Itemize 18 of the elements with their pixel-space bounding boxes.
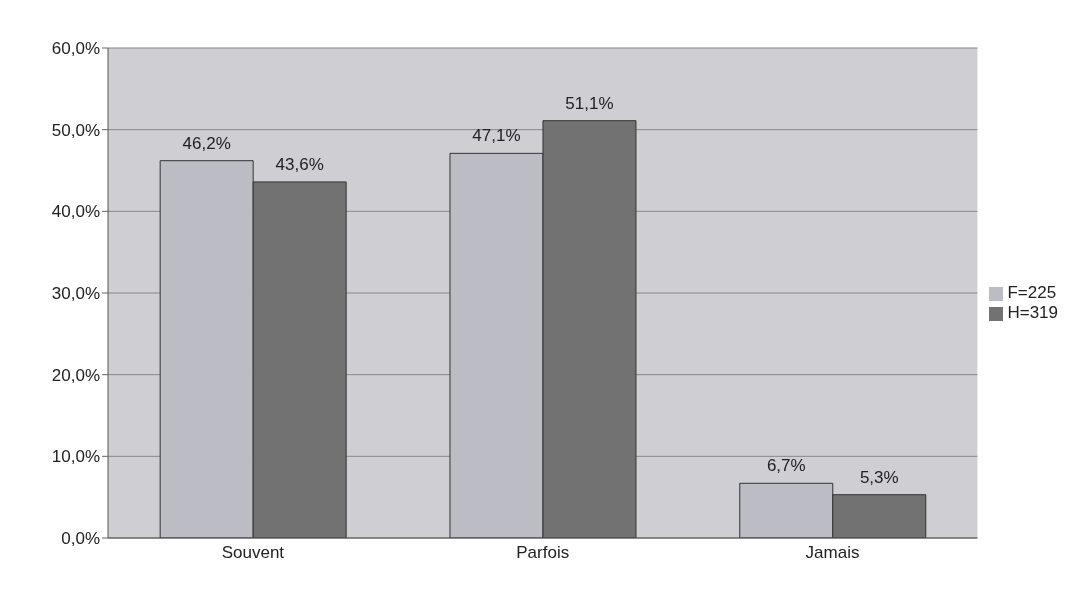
- y-tick-label: 30,0%: [51, 284, 100, 304]
- y-tick-label: 10,0%: [51, 447, 100, 467]
- data-label: 46,2%: [182, 133, 231, 153]
- data-label: 47,1%: [472, 126, 521, 146]
- data-label: 43,6%: [275, 154, 324, 174]
- y-tick-label: 40,0%: [51, 202, 100, 222]
- x-tick-label: Parfois: [516, 543, 570, 563]
- y-tick-label: 50,0%: [51, 120, 100, 140]
- data-label: 51,1%: [565, 93, 614, 113]
- x-tick-label: Jamais: [805, 543, 860, 563]
- y-tick-label: 0,0%: [61, 529, 100, 549]
- legend-label: F=225: [1007, 283, 1057, 302]
- legend-label: H=319: [1007, 303, 1058, 322]
- y-tick-label: 20,0%: [51, 365, 100, 385]
- data-label: 5,3%: [859, 467, 899, 487]
- x-tick-label: Souvent: [221, 543, 285, 563]
- data-label: 6,7%: [766, 456, 806, 476]
- y-tick-label: 60,0%: [51, 39, 100, 59]
